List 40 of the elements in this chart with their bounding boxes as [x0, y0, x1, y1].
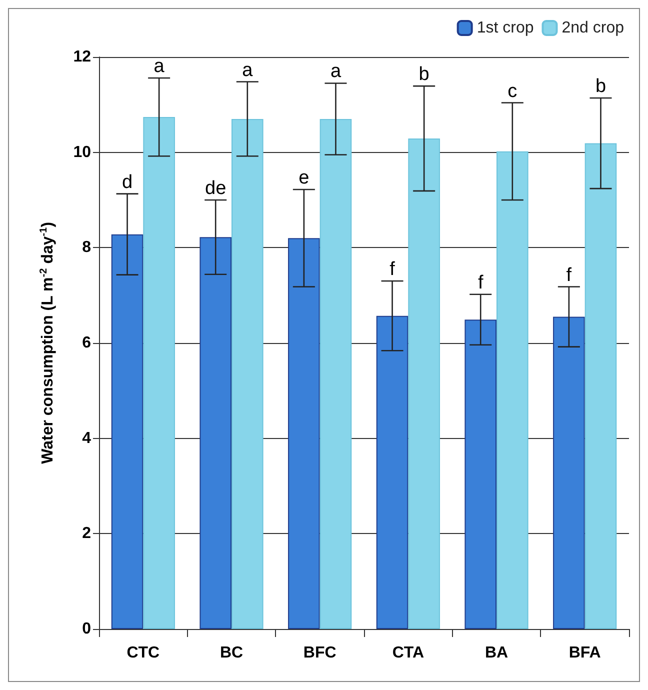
annotation: d — [122, 172, 133, 193]
bar — [496, 151, 528, 629]
x-tick-label: CTA — [392, 644, 424, 662]
y-tick-label: 10 — [73, 144, 92, 161]
bar — [376, 316, 408, 629]
x-tick-label: BC — [220, 644, 244, 662]
y-tick-label: 2 — [82, 525, 92, 542]
bar — [232, 118, 264, 629]
bar — [200, 237, 232, 629]
y-tick-label: 6 — [82, 334, 92, 352]
x-tick-label: BFC — [303, 644, 337, 662]
bar — [553, 316, 585, 629]
annotation: f — [566, 264, 572, 286]
y-tick-label: 8 — [82, 239, 92, 256]
y-axis-title: Water consumption (L m-2 day-1) — [38, 222, 56, 464]
annotation: a — [242, 60, 254, 81]
annotation: b — [595, 76, 606, 97]
y-tick-label: 4 — [82, 430, 92, 447]
y-tick-label: 0 — [82, 620, 92, 638]
annotation: f — [478, 272, 484, 294]
bar — [320, 118, 352, 629]
annotation: f — [390, 259, 396, 280]
bar — [584, 143, 617, 629]
legend-label: 2nd crop — [562, 20, 624, 36]
annotation: a — [330, 61, 342, 82]
bar — [408, 138, 440, 629]
bar — [111, 234, 144, 629]
annotation: b — [418, 64, 430, 86]
annotation: e — [298, 168, 310, 189]
x-tick-label: BFA — [568, 644, 602, 662]
bar — [464, 320, 496, 629]
y-tick-label: 12 — [73, 48, 92, 66]
x-tick-label: BA — [484, 644, 508, 662]
annotation: a — [154, 56, 165, 77]
annotation: c — [508, 80, 518, 102]
bar — [288, 238, 320, 629]
x-tick-label: CTC — [126, 644, 160, 662]
annotation: de — [205, 178, 226, 199]
legend-label: 1st crop — [476, 20, 534, 36]
bar — [143, 117, 175, 629]
